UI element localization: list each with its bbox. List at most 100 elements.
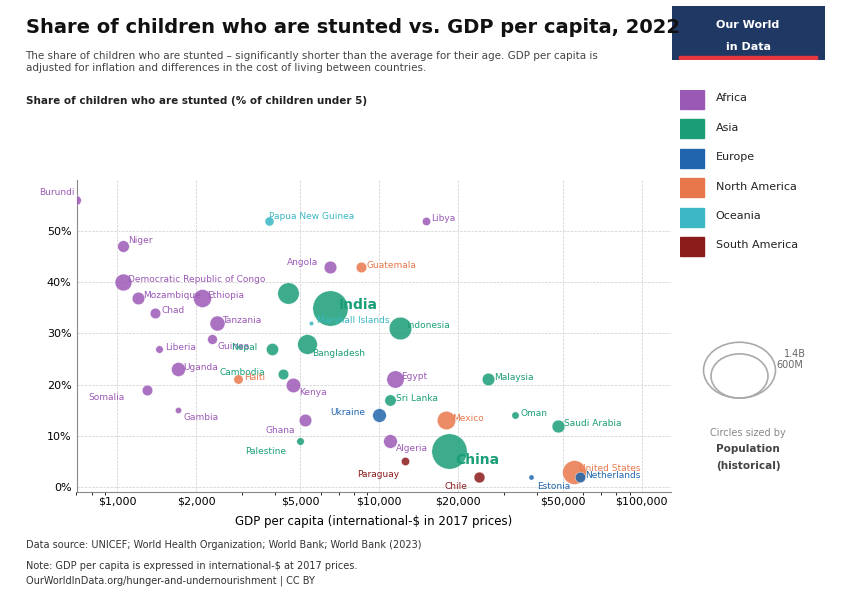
- Bar: [680, 208, 704, 226]
- Text: Netherlands: Netherlands: [585, 470, 641, 479]
- Text: Nepal: Nepal: [231, 343, 258, 352]
- Text: Chad: Chad: [161, 306, 184, 315]
- Point: [473, 472, 486, 481]
- Text: Uganda: Uganda: [183, 363, 218, 372]
- Point: [439, 416, 453, 425]
- Text: Our World: Our World: [717, 20, 779, 30]
- Point: [293, 436, 307, 446]
- Text: Libya: Libya: [431, 214, 456, 223]
- Point: [324, 262, 337, 272]
- Text: Palestine: Palestine: [245, 446, 286, 455]
- Bar: [680, 119, 704, 138]
- Point: [300, 339, 314, 349]
- Text: Population: Population: [716, 444, 779, 454]
- Bar: [679, 56, 817, 60]
- Text: Estonia: Estonia: [537, 482, 570, 491]
- Text: Bangladesh: Bangladesh: [313, 349, 366, 358]
- Point: [383, 436, 397, 446]
- Point: [205, 334, 218, 343]
- Text: Africa: Africa: [716, 94, 747, 103]
- Point: [551, 421, 564, 430]
- Text: Guinea: Guinea: [218, 342, 250, 351]
- Text: Malaysia: Malaysia: [494, 373, 533, 382]
- Text: South America: South America: [716, 241, 797, 250]
- Text: Note: GDP per capita is expressed in international-$ at 2017 prices.: Note: GDP per capita is expressed in int…: [26, 561, 357, 571]
- Point: [394, 323, 407, 333]
- Point: [171, 364, 184, 374]
- Bar: [680, 90, 704, 109]
- Point: [116, 277, 129, 287]
- Text: Democratic Republic of Congo: Democratic Republic of Congo: [128, 275, 265, 284]
- Point: [419, 216, 433, 226]
- Point: [524, 472, 538, 481]
- Text: in Data: in Data: [726, 41, 770, 52]
- Point: [231, 374, 245, 384]
- Point: [481, 374, 495, 384]
- Text: United States: United States: [579, 464, 641, 473]
- Text: Paraguay: Paraguay: [357, 470, 399, 479]
- Text: Somalia: Somalia: [88, 393, 124, 402]
- Text: Liberia: Liberia: [165, 343, 196, 352]
- Text: The share of children who are stunted – significantly shorter than the average f: The share of children who are stunted – …: [26, 51, 598, 73]
- Text: Ethiopia: Ethiopia: [207, 290, 244, 299]
- Point: [567, 467, 581, 476]
- Text: 600M: 600M: [777, 361, 803, 370]
- Point: [372, 410, 386, 420]
- Text: Sri Lanka: Sri Lanka: [396, 394, 438, 403]
- Bar: [680, 178, 704, 197]
- Text: Chile: Chile: [445, 482, 468, 491]
- Text: Marshall Islands: Marshall Islands: [317, 316, 389, 325]
- Text: Egypt: Egypt: [401, 373, 427, 382]
- Point: [286, 380, 300, 389]
- Text: Europe: Europe: [716, 152, 755, 162]
- Text: (historical): (historical): [716, 461, 780, 471]
- Point: [573, 472, 586, 481]
- Point: [324, 303, 337, 313]
- Point: [116, 242, 129, 251]
- Point: [195, 293, 208, 302]
- Point: [281, 288, 295, 298]
- Point: [388, 374, 402, 384]
- Text: China: China: [455, 453, 499, 467]
- Text: Ghana: Ghana: [266, 426, 296, 435]
- Text: Algeria: Algeria: [396, 444, 428, 453]
- Point: [263, 216, 276, 226]
- Text: Mozambique: Mozambique: [144, 290, 201, 299]
- FancyBboxPatch shape: [668, 5, 828, 61]
- Text: Asia: Asia: [716, 123, 739, 133]
- Point: [398, 457, 411, 466]
- Point: [443, 446, 456, 456]
- Bar: [680, 149, 704, 168]
- Text: Data source: UNICEF; World Health Organization; World Bank; World Bank (2023): Data source: UNICEF; World Health Organi…: [26, 540, 421, 550]
- Text: Tanzania: Tanzania: [223, 316, 262, 325]
- Text: 1.4B: 1.4B: [784, 349, 806, 359]
- Point: [210, 319, 224, 328]
- Text: Ukraine: Ukraine: [330, 408, 365, 417]
- Point: [265, 344, 279, 353]
- Text: Papua New Guinea: Papua New Guinea: [269, 212, 354, 221]
- Text: Oman: Oman: [521, 409, 548, 418]
- Point: [304, 319, 318, 328]
- Text: Niger: Niger: [128, 236, 153, 245]
- Text: Circles sized by: Circles sized by: [710, 428, 786, 438]
- X-axis label: GDP per capita (international-$ in 2017 prices): GDP per capita (international-$ in 2017 …: [235, 515, 513, 528]
- Text: OurWorldInData.org/hunger-and-undernourishment | CC BY: OurWorldInData.org/hunger-and-undernouri…: [26, 576, 314, 587]
- Point: [354, 262, 368, 272]
- Point: [298, 416, 312, 425]
- Text: Kenya: Kenya: [299, 388, 326, 397]
- Point: [153, 344, 167, 353]
- Point: [131, 293, 145, 302]
- Text: Mexico: Mexico: [452, 415, 484, 424]
- Text: Gambia: Gambia: [183, 413, 218, 422]
- Text: Share of children who are stunted vs. GDP per capita, 2022: Share of children who are stunted vs. GD…: [26, 18, 679, 37]
- Text: Oceania: Oceania: [716, 211, 762, 221]
- Text: Indonesia: Indonesia: [405, 321, 450, 330]
- Text: India: India: [339, 298, 378, 313]
- Text: Share of children who are stunted (% of children under 5): Share of children who are stunted (% of …: [26, 96, 366, 106]
- Point: [383, 395, 397, 405]
- Text: Angola: Angola: [287, 259, 318, 268]
- Text: North America: North America: [716, 182, 796, 191]
- Bar: [680, 237, 704, 256]
- Text: Cambodia: Cambodia: [219, 368, 264, 377]
- Point: [70, 196, 83, 205]
